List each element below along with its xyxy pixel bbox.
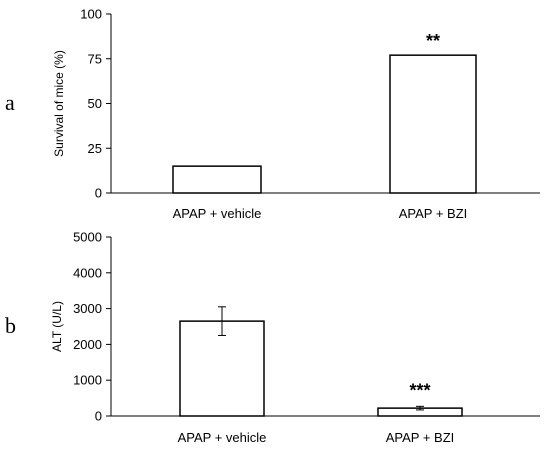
- panel-label-b: b: [5, 313, 16, 338]
- category-label-b-0: APAP + vehicle: [178, 430, 267, 445]
- y-tick-label-b-2: 2000: [73, 337, 102, 352]
- y-tick-label-b-0: 0: [95, 409, 102, 424]
- y-tick-label-b-5: 5000: [73, 230, 102, 245]
- significance-label-b-1: ***: [409, 380, 430, 400]
- y-tick-label-a-0: 0: [95, 186, 102, 201]
- significance-label-a-1: **: [426, 31, 440, 51]
- y-tick-label-a-2: 50: [88, 96, 102, 111]
- bar-b-0: [179, 320, 265, 417]
- y-tick-label-a-1: 25: [88, 141, 102, 156]
- category-label-b-1: APAP + BZI: [386, 430, 455, 445]
- y-tick-label-b-1: 1000: [73, 373, 102, 388]
- category-label-a-0: APAP + vehicle: [173, 206, 262, 221]
- category-label-a-1: APAP + BZI: [399, 206, 468, 221]
- panel-label-a: a: [5, 90, 15, 115]
- y-tick-label-a-3: 75: [88, 51, 102, 66]
- y-tick-label-b-4: 4000: [73, 265, 102, 280]
- bar-a-1: [389, 54, 477, 194]
- y-tick-label-a-4: 100: [80, 7, 102, 22]
- y-tick-label-b-3: 3000: [73, 301, 102, 316]
- y-axis-label-b: ALT (U/L): [50, 301, 64, 352]
- y-axis-label-a: Survival of mice (%): [52, 50, 66, 157]
- bar-a-0: [172, 165, 262, 194]
